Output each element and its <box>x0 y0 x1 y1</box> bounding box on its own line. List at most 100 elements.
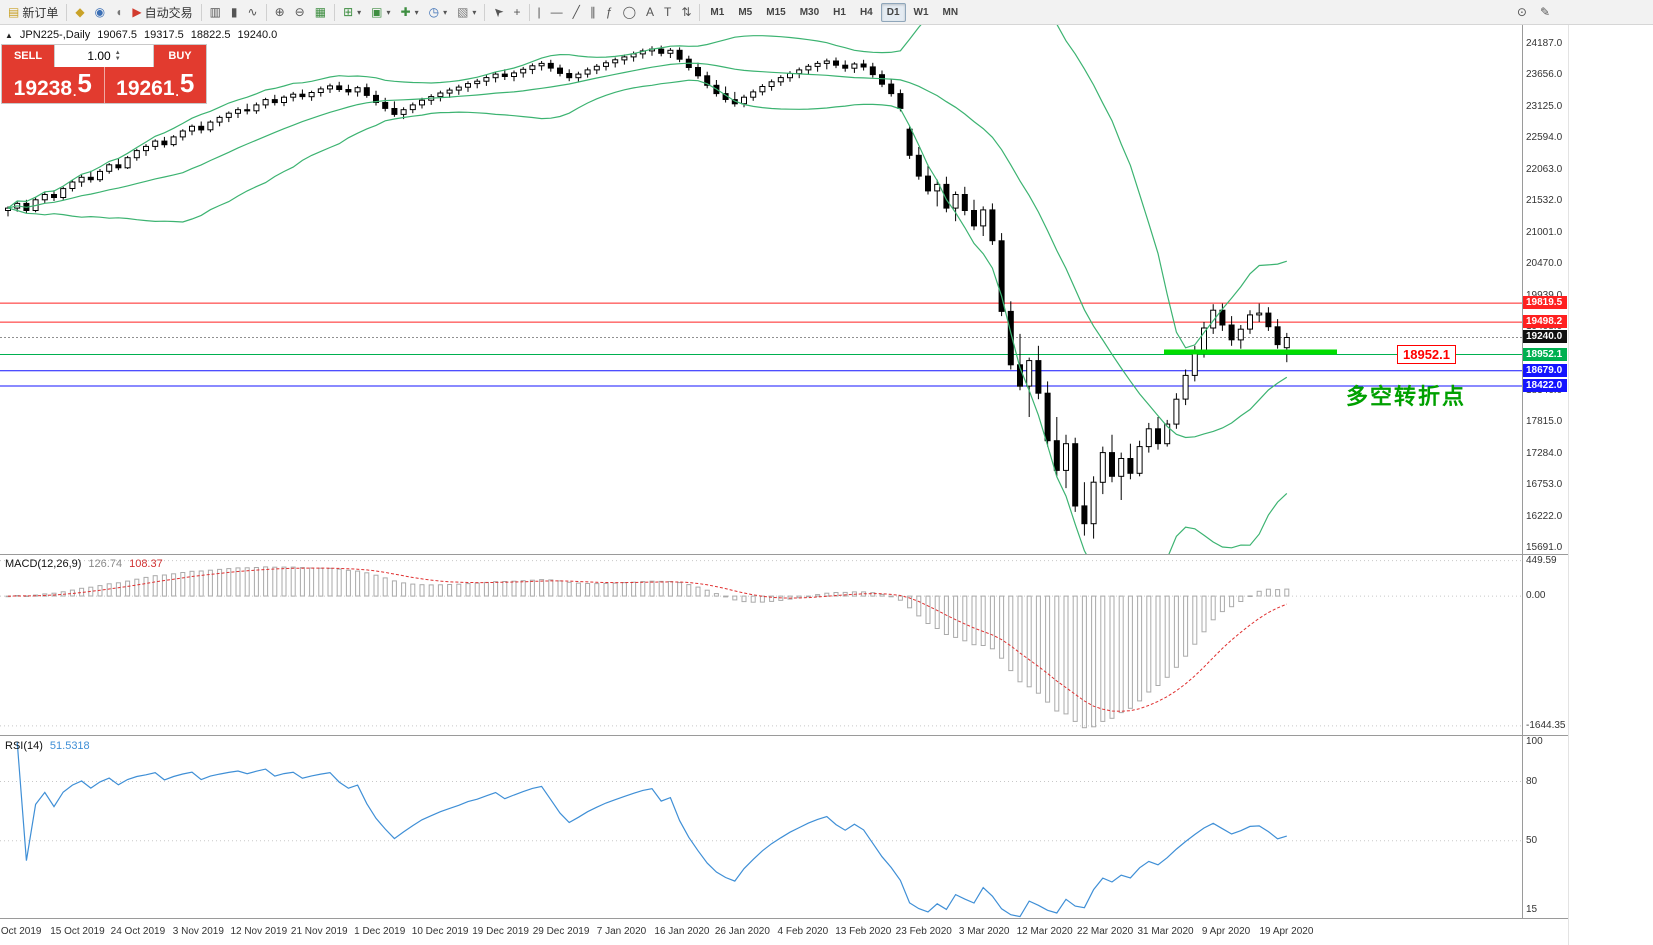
trendline-icon: ╱ <box>572 5 580 19</box>
arrow-tools-button[interactable]: ⇅ <box>676 2 696 23</box>
clock-icon: ◷ <box>428 5 440 19</box>
sounds-button[interactable]: ◖ <box>110 2 127 23</box>
fibonacci-icon: ƒ <box>605 5 613 19</box>
open-value: 19067.5 <box>97 29 137 41</box>
toolbar-separator <box>334 3 336 21</box>
buy-price[interactable]: 19261. 5 <box>105 67 207 103</box>
arrow-tools-icon: ⇅ <box>681 5 692 19</box>
window-edge <box>1568 25 1569 945</box>
panel-separator[interactable] <box>0 554 1568 555</box>
bar-chart-button[interactable]: ▥ <box>205 2 226 23</box>
high-value: 19317.5 <box>144 29 184 41</box>
lot-stepper[interactable]: ▲ ▼ <box>115 50 121 62</box>
sell-price[interactable]: 19238. 5 <box>2 67 105 103</box>
macd-header: MACD(12,26,9) 126.74 108.37 <box>5 558 163 570</box>
date-label: 23 Feb 2020 <box>895 926 952 937</box>
buy-button[interactable]: BUY <box>154 45 206 67</box>
rsi-panel[interactable] <box>0 736 1522 918</box>
one-click-toggle-icon[interactable]: ▲ <box>5 30 13 40</box>
timeframe-h4[interactable]: H4 <box>859 6 873 18</box>
periods-button[interactable]: ◷ ▾ <box>424 2 453 23</box>
timeframe-m15[interactable]: M15 <box>766 6 786 18</box>
timeframe-m30[interactable]: M30 <box>799 6 820 18</box>
axis-label: 23125.0 <box>1526 100 1563 112</box>
rsi-header: RSI(14) 51.5318 <box>5 740 90 752</box>
symbol-title: JPN225-,Daily <box>19 29 91 41</box>
market-watch-button[interactable]: ◆ <box>70 2 89 23</box>
data-window-button[interactable]: ◉ <box>90 2 110 23</box>
quick-edit-button[interactable]: ✎ <box>1535 2 1555 23</box>
date-label: 10 Dec 2019 <box>411 926 469 937</box>
auto-trading-button[interactable]: ▶ 自动交易 <box>127 2 197 23</box>
timeframe-h1[interactable]: H1 <box>833 6 846 18</box>
search-button[interactable]: ⊙ <box>1512 2 1532 23</box>
close-value: 19240.0 <box>237 29 278 41</box>
rsi-title: RSI(14) <box>5 740 43 752</box>
date-label: 15 Oct 2019 <box>50 926 105 937</box>
timeframe-mn[interactable]: MN <box>942 6 959 18</box>
price-pip: 5 <box>179 68 195 99</box>
timeframe-m1[interactable]: M1 <box>710 6 725 18</box>
axis-label: 20470.0 <box>1526 258 1563 270</box>
timeframe-d1[interactable]: D1 <box>880 2 906 22</box>
date-axis[interactable]: 8 Oct 2019 15 Oct 2019 24 Oct 2019 3 Nov 20… <box>0 920 1568 945</box>
vertical-line-button[interactable]: | <box>533 2 546 23</box>
turning-point-note[interactable]: 多空转折点 <box>1346 384 1467 409</box>
axis-label: 23656.0 <box>1526 69 1563 81</box>
date-label: 1 Dec 2019 <box>354 926 406 937</box>
new-order-button[interactable]: ▤ 新订单 <box>3 2 63 23</box>
price-chart[interactable] <box>0 25 1522 554</box>
shapes-button[interactable]: ◯ <box>618 2 641 23</box>
chart-header: ▲ JPN225-,Daily 19067.5 19317.5 18822.5 … <box>5 29 277 41</box>
toolbar-separator <box>699 3 701 21</box>
axis-label: 15691.0 <box>1526 542 1563 553</box>
text-icon: A <box>646 5 655 19</box>
channel-icon: ∥ <box>589 5 596 19</box>
trendline-button[interactable]: ╱ <box>568 2 585 23</box>
indicators-button[interactable]: ✚ ▾ <box>396 2 424 23</box>
candlestick-button[interactable]: ▮ <box>226 2 243 23</box>
zoom-out-button[interactable]: ⊖ <box>290 2 310 23</box>
support-line-2-tag: 18422.0 <box>1523 378 1567 392</box>
toolbar-separator <box>66 3 68 21</box>
zoom-out-icon: ⊖ <box>294 5 305 19</box>
channel-button[interactable]: ∥ <box>585 2 601 23</box>
crosshair-button[interactable]: + <box>509 2 526 23</box>
date-label: 24 Oct 2019 <box>110 926 166 937</box>
timeframe-w1[interactable]: W1 <box>913 6 929 18</box>
axis-label: 16753.0 <box>1526 479 1563 490</box>
axis-label: 19939.0 <box>1526 290 1562 301</box>
lot-up-icon[interactable]: ▲ <box>114 50 121 56</box>
profiles-button[interactable]: ▣ ▾ <box>366 2 395 23</box>
sell-button[interactable]: SELL <box>2 45 54 67</box>
dropdown-caret-icon: ▾ <box>472 7 477 17</box>
new-order-icon: ▤ <box>8 5 20 19</box>
date-label: 26 Jan 2020 <box>714 926 770 937</box>
lot-down-icon[interactable]: ▼ <box>114 56 121 62</box>
text-button[interactable]: A <box>641 2 659 23</box>
timeframe-m5[interactable]: M5 <box>738 6 753 18</box>
label-button[interactable]: T <box>659 2 676 23</box>
date-label: 3 Nov 2019 <box>172 926 224 937</box>
dropdown-caret-icon: ▾ <box>414 7 419 17</box>
price-callout-label[interactable]: 18952.1 <box>1397 345 1456 364</box>
panel-separator[interactable] <box>0 735 1568 736</box>
templates-button[interactable]: ▧ ▾ <box>452 2 481 23</box>
date-label: 29 Dec 2019 <box>532 926 590 937</box>
fibonacci-button[interactable]: ƒ <box>601 2 618 23</box>
price-digits: 19261 <box>116 77 175 100</box>
date-label: 7 Jan 2020 <box>596 926 647 937</box>
new-chart-button[interactable]: ⊞ ▾ <box>338 2 366 23</box>
toolbar-separator <box>528 3 530 21</box>
cursor-button[interactable]: ➤ <box>488 2 508 23</box>
axis-label: 0.00 <box>1526 590 1546 602</box>
line-chart-button[interactable]: ∿ <box>243 2 263 23</box>
horizontal-line-button[interactable]: — <box>546 2 568 23</box>
price-axis[interactable]: 24187.0 23656.0 23125.0 22594.0 22063.0 21532… <box>1523 0 1568 945</box>
lot-size-field[interactable]: 1.00 ▲ ▼ <box>54 45 154 67</box>
toolbar-separator <box>265 3 267 21</box>
lot-value[interactable]: 1.00 <box>87 49 111 63</box>
grid-button[interactable]: ▦ <box>310 2 331 23</box>
macd-panel[interactable] <box>0 555 1522 735</box>
zoom-in-button[interactable]: ⊕ <box>270 2 290 23</box>
